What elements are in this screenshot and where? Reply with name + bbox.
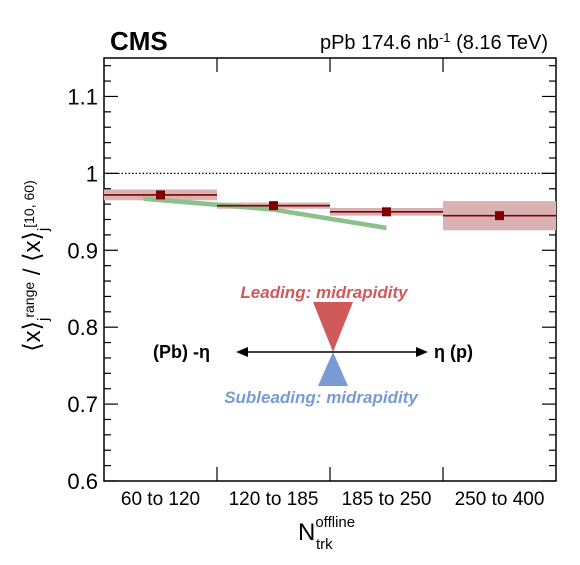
data-points bbox=[104, 190, 556, 221]
eta-arrow-right bbox=[416, 347, 428, 357]
y-axis: 0.6 0.7 0.8 0.9 1 1.1 bbox=[67, 65, 556, 494]
subleading-triangle bbox=[318, 352, 348, 386]
x-tick-label: 120 to 185 bbox=[229, 489, 319, 510]
x-tick-label: 185 to 250 bbox=[342, 489, 432, 510]
eta-right-label: η (p) bbox=[434, 342, 473, 362]
eta-arrow-left bbox=[236, 347, 248, 357]
luminosity-label: pPb 174.6 nb-1 (8.16 TeV) bbox=[320, 30, 548, 55]
y-axis-title: ⟨x⟩jrange / ⟨x⟩j[10, 60) bbox=[19, 180, 52, 351]
x-axis-title-sub: trk bbox=[316, 536, 333, 553]
y-tick-label: 0.6 bbox=[67, 469, 98, 494]
x-axis-title: Noffline bbox=[298, 514, 355, 546]
eta-left-label: (Pb) -η bbox=[153, 342, 210, 362]
data-point bbox=[156, 190, 165, 200]
leading-label: Leading: midrapidity bbox=[240, 283, 409, 302]
experiment-label: CMS bbox=[110, 26, 168, 56]
data-point bbox=[269, 201, 278, 211]
y-tick-label: 1.1 bbox=[67, 84, 98, 109]
x-tick-label: 60 to 120 bbox=[121, 489, 200, 510]
x-tick-label: 250 to 400 bbox=[455, 489, 545, 510]
leading-triangle bbox=[313, 302, 353, 352]
data-point bbox=[495, 211, 504, 221]
y-tick-label: 0.8 bbox=[67, 315, 98, 340]
y-tick-label: 0.7 bbox=[67, 392, 98, 417]
y-tick-label: 1 bbox=[86, 161, 98, 186]
x-axis: 60 to 120 120 to 185 185 to 250 250 to 400 bbox=[121, 58, 545, 510]
y-tick-label: 0.9 bbox=[67, 238, 98, 263]
svg-text:⟨x⟩jrange / ⟨x⟩j[10, 60): ⟨x⟩jrange / ⟨x⟩j[10, 60) bbox=[19, 180, 52, 351]
model-band bbox=[143, 196, 387, 231]
plot-frame bbox=[103, 57, 557, 482]
data-point bbox=[382, 207, 391, 217]
subleading-label: Subleading: midrapidity bbox=[224, 388, 419, 407]
